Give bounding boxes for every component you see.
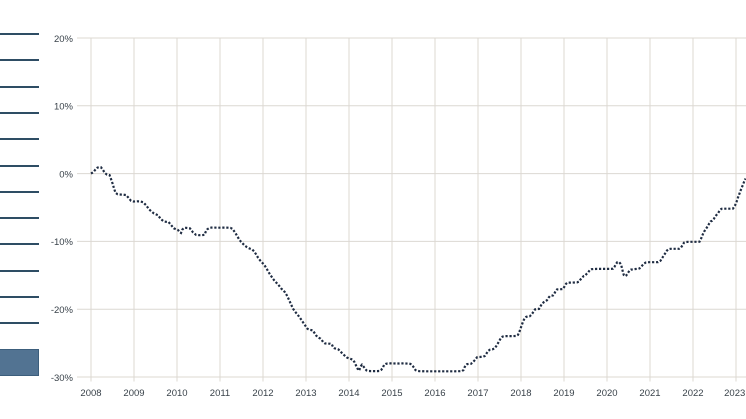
svg-text:0%: 0% [59,169,73,180]
svg-text:2012: 2012 [252,388,273,399]
svg-text:2023: 2023 [724,388,745,399]
svg-text:2018: 2018 [510,388,531,399]
svg-text:2021: 2021 [639,388,660,399]
svg-text:2008: 2008 [80,388,101,399]
svg-text:-30%: -30% [51,373,74,384]
svg-text:-20%: -20% [51,305,74,316]
svg-text:10%: 10% [54,102,74,113]
svg-text:20%: 20% [54,34,74,45]
svg-text:2013: 2013 [295,388,316,399]
svg-text:2022: 2022 [682,388,703,399]
svg-text:2017: 2017 [467,388,488,399]
svg-text:2020: 2020 [596,388,617,399]
svg-text:2009: 2009 [123,388,144,399]
svg-text:2019: 2019 [553,388,574,399]
svg-text:-10%: -10% [51,237,74,248]
svg-text:2011: 2011 [210,388,230,399]
svg-text:2016: 2016 [424,388,445,399]
svg-text:2014: 2014 [338,388,359,399]
svg-text:2015: 2015 [381,388,402,399]
svg-text:2010: 2010 [166,388,187,399]
